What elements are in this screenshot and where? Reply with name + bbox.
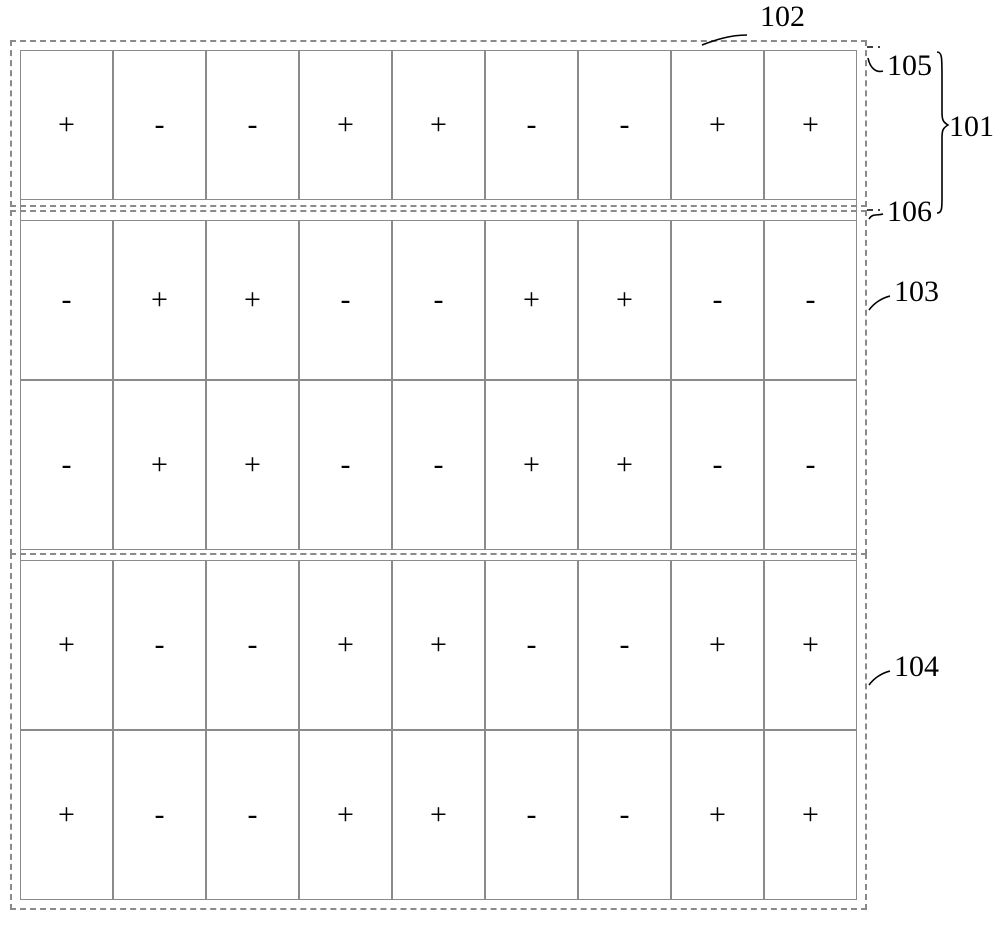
label-103: 103 xyxy=(894,275,939,309)
label-106: 106 xyxy=(887,195,932,229)
bracket-101 xyxy=(937,52,948,213)
leader-105 xyxy=(868,58,883,71)
leader-103 xyxy=(869,296,890,310)
label-101: 101 xyxy=(949,110,994,144)
diagram-root: +--++--++-++--++---++--++--+--++--+++--+… xyxy=(0,0,1000,930)
label-102: 102 xyxy=(760,0,805,34)
dashed-104 xyxy=(10,553,867,910)
dashed-102 xyxy=(10,40,867,207)
leader-104 xyxy=(869,671,890,685)
label-104: 104 xyxy=(894,650,939,684)
dashed-103 xyxy=(10,210,867,555)
leader-106 xyxy=(869,214,883,219)
label-105: 105 xyxy=(887,49,932,83)
